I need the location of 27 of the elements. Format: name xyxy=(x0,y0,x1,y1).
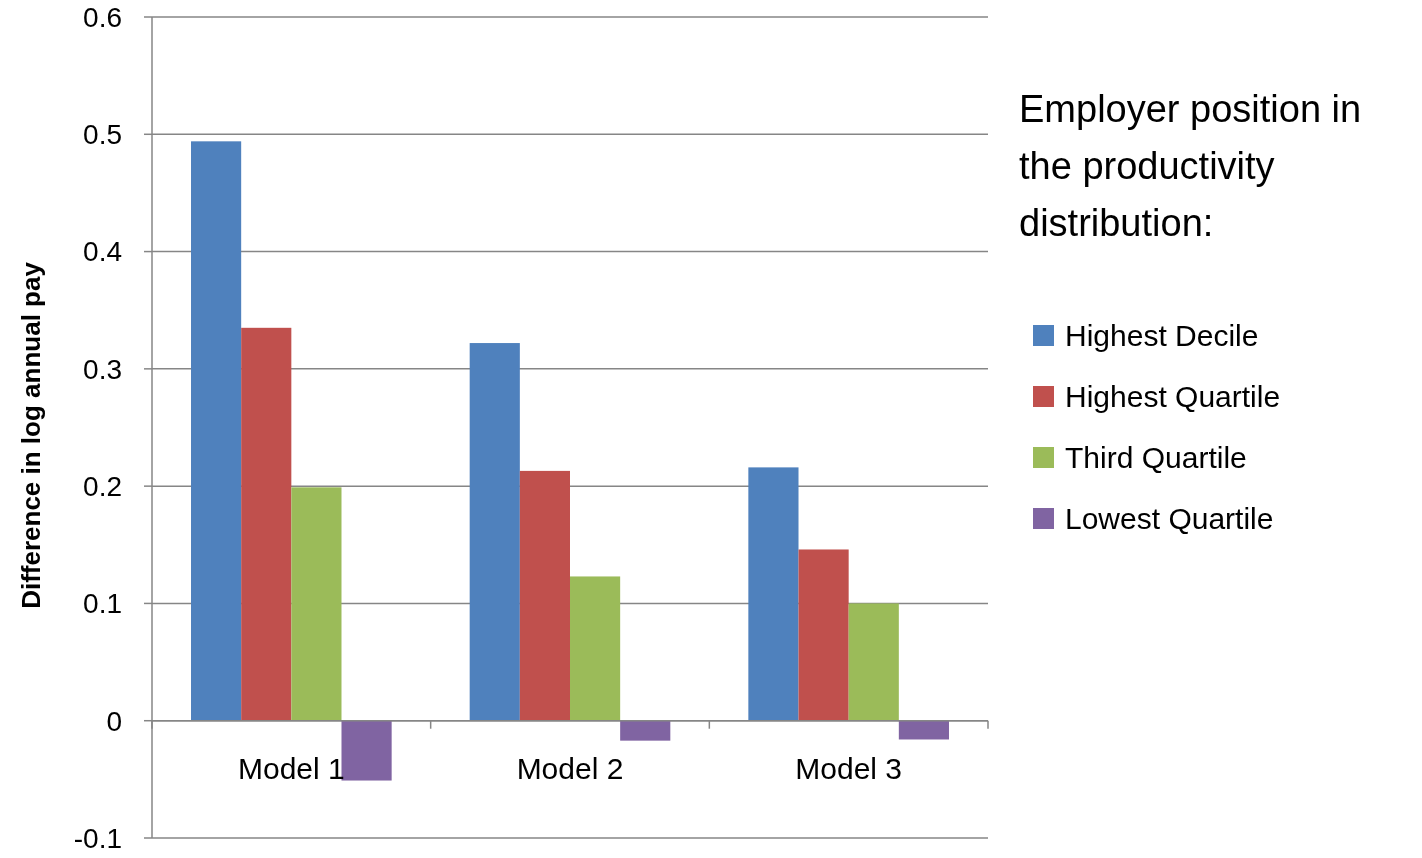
legend-label: Lowest Quartile xyxy=(1065,501,1274,535)
legend-label: Highest Decile xyxy=(1065,318,1259,352)
y-tick-label: 0.6 xyxy=(83,1,122,33)
bar xyxy=(620,720,671,741)
bar xyxy=(848,603,899,721)
y-tick-label: 0.2 xyxy=(83,470,122,502)
bar xyxy=(798,549,849,721)
legend-title: Employer position in the productivity distribution: xyxy=(1019,88,1362,244)
legend-label: Third Quartile xyxy=(1065,440,1247,474)
bar xyxy=(570,576,621,721)
y-tick-label: 0 xyxy=(106,705,122,737)
bar xyxy=(519,470,570,721)
y-tick-label: -0.1 xyxy=(73,822,122,854)
bar xyxy=(748,467,799,721)
x-tick-label: Model 2 xyxy=(516,751,624,785)
y-tick-label: 0.1 xyxy=(83,588,122,620)
bar xyxy=(469,343,520,721)
bar xyxy=(241,327,292,721)
y-tick-label: 0.3 xyxy=(83,353,122,385)
x-tick-label: Model 3 xyxy=(795,751,903,785)
y-tick-label: 0.4 xyxy=(83,236,122,268)
legend-label: Highest Quartile xyxy=(1065,379,1281,413)
bar xyxy=(898,720,949,740)
bar xyxy=(191,141,242,721)
y-axis-title: Difference in log annual pay xyxy=(16,261,46,609)
bar xyxy=(291,487,342,721)
y-tick-label: 0.5 xyxy=(83,119,122,151)
